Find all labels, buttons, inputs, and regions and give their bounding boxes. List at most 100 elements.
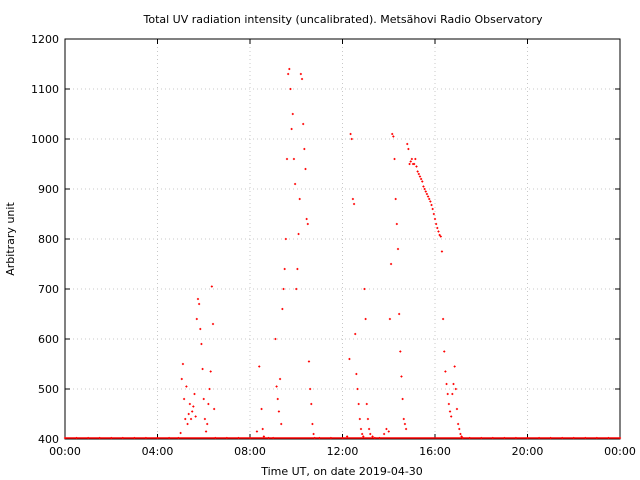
y-tick-label: 400 (38, 433, 59, 446)
data-point (286, 72, 290, 76)
data-point (203, 417, 207, 421)
y-tick-label: 700 (38, 283, 59, 296)
data-point (438, 233, 441, 237)
data-point (279, 422, 283, 426)
data-point (291, 112, 295, 116)
data-point (387, 430, 391, 433)
data-point (209, 370, 212, 373)
data-point (389, 262, 393, 266)
data-point (393, 157, 396, 161)
data-point (451, 392, 454, 396)
data-point (456, 422, 460, 426)
data-point (193, 392, 196, 396)
data-point (277, 410, 281, 413)
x-tick-label: 12:00 (327, 445, 359, 458)
data-point (274, 337, 277, 341)
data-point (305, 217, 308, 221)
data-point (285, 157, 289, 161)
data-point (397, 312, 401, 316)
data-point (360, 432, 364, 436)
data-point (345, 435, 349, 438)
data-point (452, 382, 455, 386)
data-point (357, 402, 360, 406)
data-point (445, 382, 448, 386)
data-point (179, 431, 182, 435)
grid (65, 39, 620, 439)
data-point (185, 385, 188, 388)
x-tick-label: 16:00 (419, 445, 451, 458)
data-point (308, 387, 312, 391)
data-point (182, 397, 186, 401)
data-point (457, 427, 461, 431)
data-point (363, 287, 366, 291)
data-point (183, 417, 187, 421)
data-point (349, 132, 352, 136)
y-tick-label: 1000 (31, 133, 59, 146)
data-point (181, 362, 185, 366)
data-point (304, 167, 307, 171)
data-point (364, 317, 367, 321)
y-tick-label: 600 (38, 333, 59, 346)
data-point (180, 377, 184, 381)
y-tick-label: 900 (38, 183, 59, 196)
data-point (444, 370, 447, 373)
data-point (189, 417, 193, 421)
data-point (420, 180, 424, 183)
x-tick-label: 00:00 (49, 445, 81, 458)
data-point (261, 427, 265, 431)
data-point (422, 185, 425, 188)
data-point (385, 427, 388, 431)
data-point (207, 402, 210, 406)
axis-ticks: 400 500 600 700 800 900 1000 1100 1200 00:00 04:00… (31, 33, 636, 458)
data-point (394, 197, 397, 201)
data-point (434, 222, 438, 226)
data-point (442, 350, 446, 353)
data-point (195, 317, 199, 321)
y-tick-label: 1200 (31, 33, 59, 46)
data-point (408, 162, 411, 166)
chart-title: Total UV radiation intensity (uncalibrat… (143, 13, 543, 26)
data-point (371, 435, 374, 438)
data-point (298, 197, 302, 201)
data-point (293, 182, 297, 186)
x-tick-label: 08:00 (234, 445, 266, 458)
data-point (441, 317, 445, 321)
data-point (353, 332, 357, 336)
data-point (300, 77, 304, 81)
data-point (454, 387, 458, 391)
data-point (208, 387, 211, 391)
data-point (303, 147, 306, 151)
data-point (356, 387, 359, 391)
data-point (437, 230, 440, 233)
data-point (186, 422, 189, 426)
data-point (352, 202, 356, 206)
data-point (405, 142, 409, 146)
data-point (402, 417, 406, 421)
data-point (365, 402, 369, 406)
data-point (396, 247, 400, 251)
data-point (348, 357, 351, 361)
data-point (401, 397, 404, 401)
data-point (288, 67, 291, 71)
data-point (418, 175, 422, 178)
data-point (424, 190, 428, 193)
data-point (307, 360, 311, 363)
data-point (202, 397, 206, 401)
data-point (301, 122, 305, 126)
data-point (309, 402, 313, 406)
data-point (446, 392, 450, 396)
data-point (414, 157, 417, 161)
data-point (306, 222, 310, 226)
data-point (290, 127, 293, 131)
data-point (447, 402, 451, 406)
data-point (366, 417, 370, 421)
data-points (63, 67, 622, 440)
data-point (395, 222, 399, 226)
data-point (403, 422, 407, 426)
data-point (188, 402, 192, 406)
data-point (410, 157, 414, 161)
data-point (212, 407, 216, 411)
data-point (448, 410, 452, 413)
data-point (440, 250, 444, 253)
y-tick-label: 800 (38, 233, 59, 246)
